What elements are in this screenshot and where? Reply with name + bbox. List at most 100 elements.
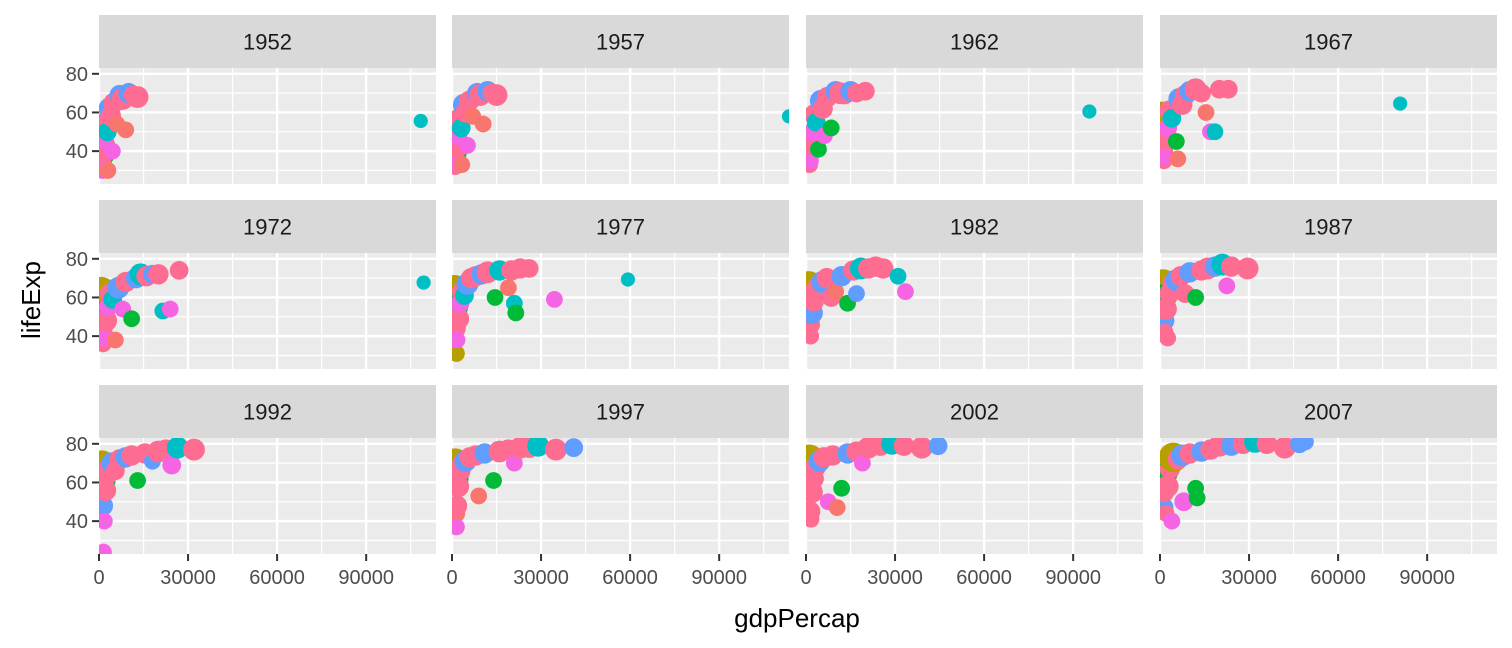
data-point: [854, 454, 871, 472]
data-point: [546, 291, 563, 308]
data-point: [123, 310, 141, 328]
facet-strip: [806, 385, 1143, 438]
facet-strip: [806, 200, 1143, 253]
data-point: [1273, 438, 1296, 459]
data-point: [1218, 277, 1236, 295]
data-point: [1167, 133, 1185, 150]
data-point: [822, 445, 843, 466]
facet-strip: [806, 15, 1143, 68]
facet-strip: [99, 385, 436, 438]
x-tick-label: 60000: [249, 567, 305, 589]
y-tick-label: 40: [66, 511, 88, 533]
data-points: [1160, 253, 1259, 347]
facet-strip-label: 1957: [596, 30, 645, 55]
facet-strip: [452, 200, 789, 253]
data-point: [166, 438, 189, 459]
data-point: [452, 307, 470, 330]
data-point: [816, 267, 837, 289]
data-point: [485, 84, 508, 106]
data-point: [505, 454, 523, 472]
data-point: [183, 438, 205, 461]
panel-background: [452, 68, 789, 184]
facet-panel-1962: 1962: [804, 15, 1143, 184]
data-point: [1169, 150, 1187, 168]
x-tick-label: 60000: [956, 567, 1012, 589]
data-point: [117, 121, 135, 139]
facet-strip: [452, 15, 789, 68]
data-point: [910, 438, 933, 459]
data-point: [169, 261, 189, 280]
data-point: [486, 289, 504, 306]
y-axis-ticks: 40 60 80 40 60 80 40 60 80: [66, 64, 99, 533]
data-point: [828, 499, 846, 516]
facet-strip-label: 2002: [950, 400, 999, 425]
data-point: [1162, 108, 1182, 128]
data-point: [544, 438, 567, 461]
facet-panels: 1952 1957 1962 1967 1972 1977 1982 1987 1992 1997…: [97, 15, 1497, 554]
y-tick-label: 40: [66, 141, 88, 163]
x-tick-label: 0: [1154, 567, 1165, 589]
data-point: [453, 156, 471, 174]
x-tick-label: 30000: [867, 567, 923, 589]
facet-panel-1957: 1957: [450, 15, 789, 184]
facet-strip-label: 1962: [950, 30, 999, 55]
data-point: [806, 327, 820, 345]
data-point: [99, 162, 117, 179]
data-point: [1160, 475, 1179, 498]
data-point: [485, 472, 502, 489]
x-tick-label: 30000: [513, 567, 569, 589]
data-points: [806, 256, 914, 345]
data-point: [452, 345, 465, 362]
data-points: [99, 438, 205, 554]
x-tick-label: 60000: [1310, 567, 1366, 589]
x-tick-label: 30000: [160, 567, 216, 589]
facet-strip-label: 1992: [243, 400, 292, 425]
facet-strip-label: 2007: [1304, 400, 1353, 425]
x-tick-label: 0: [93, 567, 104, 589]
data-point: [1256, 438, 1278, 454]
x-tick-label: 90000: [1399, 567, 1455, 589]
data-points: [806, 81, 1097, 174]
facet-strip: [1160, 15, 1497, 68]
facet-strip: [99, 200, 436, 253]
data-point: [452, 475, 470, 498]
data-point: [810, 140, 827, 158]
data-points: [1160, 78, 1408, 170]
data-points: [99, 261, 431, 353]
data-point: [103, 142, 121, 160]
data-point: [889, 267, 907, 285]
data-point: [99, 512, 113, 530]
facet-strip-label: 1972: [243, 215, 292, 240]
y-tick-label: 80: [66, 249, 88, 271]
data-point: [833, 479, 851, 497]
x-tick-label: 30000: [1221, 567, 1277, 589]
facet-panel-1967: 1967: [1158, 15, 1497, 184]
facet-strip-label: 1997: [596, 400, 645, 425]
data-point: [1218, 79, 1238, 99]
facet-panel-1987: 1987: [1158, 200, 1497, 369]
data-point: [1174, 492, 1194, 512]
x-tick-label: 60000: [602, 567, 658, 589]
facet-panel-1977: 1977: [450, 200, 789, 369]
data-points: [452, 438, 584, 536]
y-tick-label: 60: [66, 102, 88, 124]
data-point: [564, 438, 584, 458]
y-tick-label: 80: [66, 64, 88, 86]
data-point: [848, 285, 865, 302]
facet-panel-2002: 2002: [804, 385, 1143, 554]
data-point: [500, 279, 517, 297]
y-tick-label: 40: [66, 326, 88, 348]
data-point: [1297, 438, 1314, 451]
data-points: [1160, 438, 1314, 530]
data-point: [470, 487, 488, 505]
x-tick-label: 90000: [691, 567, 747, 589]
data-point: [1188, 489, 1206, 507]
data-point: [856, 81, 875, 101]
x-tick-label: 90000: [338, 567, 394, 589]
data-point: [162, 455, 182, 475]
facet-panel-1997: 1997: [450, 385, 789, 554]
data-point: [452, 118, 471, 138]
data-point: [1236, 257, 1259, 280]
data-point: [1187, 289, 1205, 306]
y-tick-label: 60: [66, 287, 88, 309]
